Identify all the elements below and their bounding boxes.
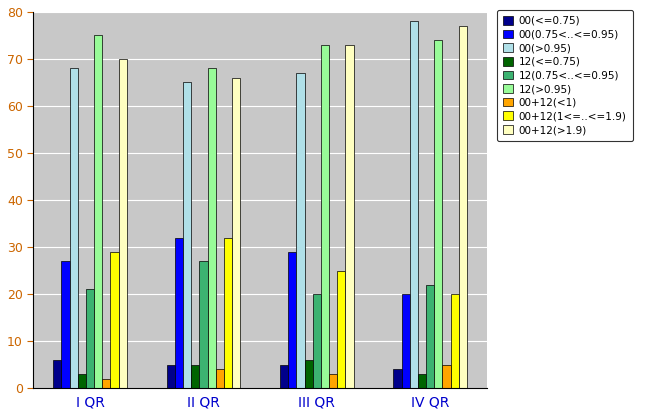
Bar (296, 73, 305, 388)
Bar (199, 261, 207, 388)
Bar (280, 364, 288, 388)
Bar (119, 59, 127, 388)
Bar (451, 294, 459, 388)
Bar (207, 68, 215, 388)
Bar (288, 252, 296, 388)
Bar (321, 45, 329, 388)
Bar (329, 374, 338, 388)
Bar (459, 26, 467, 388)
Bar (191, 364, 199, 388)
Bar (410, 21, 418, 388)
Bar (394, 369, 402, 388)
Bar (94, 35, 102, 388)
Bar (434, 40, 442, 388)
Bar (61, 261, 69, 388)
Bar (232, 78, 240, 388)
Bar (305, 360, 313, 388)
Bar (418, 374, 426, 388)
Bar (102, 379, 111, 388)
Legend: 00(<=0.75), 00(0.75<..<=0.95), 00(>0.95), 12(<=0.75), 12(0.75<..<=0.95), 12(>0.9: 00(<=0.75), 00(0.75<..<=0.95), 00(>0.95)… (497, 10, 633, 141)
Bar (111, 252, 119, 388)
Bar (167, 364, 175, 388)
Bar (426, 285, 434, 388)
Bar (175, 238, 183, 388)
Bar (338, 270, 346, 388)
Bar (53, 360, 61, 388)
Bar (402, 294, 410, 388)
Bar (215, 369, 224, 388)
Bar (78, 374, 86, 388)
Bar (86, 290, 94, 388)
Bar (346, 45, 354, 388)
Bar (442, 364, 451, 388)
Bar (69, 68, 78, 388)
Bar (224, 238, 232, 388)
Bar (313, 294, 321, 388)
Bar (183, 82, 191, 388)
